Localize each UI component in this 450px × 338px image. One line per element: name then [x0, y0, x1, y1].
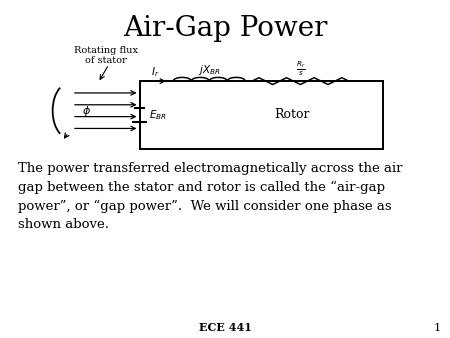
Text: Rotating flux
of stator: Rotating flux of stator: [74, 46, 138, 66]
Text: ECE 441: ECE 441: [198, 322, 252, 333]
Text: The power transferred electromagnetically across the air
gap between the stator : The power transferred electromagneticall…: [18, 162, 402, 232]
Text: 1: 1: [434, 323, 441, 333]
Text: $\frac{R_r}{s}$: $\frac{R_r}{s}$: [296, 60, 305, 78]
Text: Air-Gap Power: Air-Gap Power: [123, 15, 327, 42]
Text: $E_{BR}$: $E_{BR}$: [149, 108, 167, 122]
Text: Rotor: Rotor: [275, 108, 310, 121]
Text: $I_r$: $I_r$: [151, 65, 159, 78]
Text: $\phi$: $\phi$: [82, 104, 91, 118]
Text: $jX_{BR}$: $jX_{BR}$: [198, 63, 220, 77]
